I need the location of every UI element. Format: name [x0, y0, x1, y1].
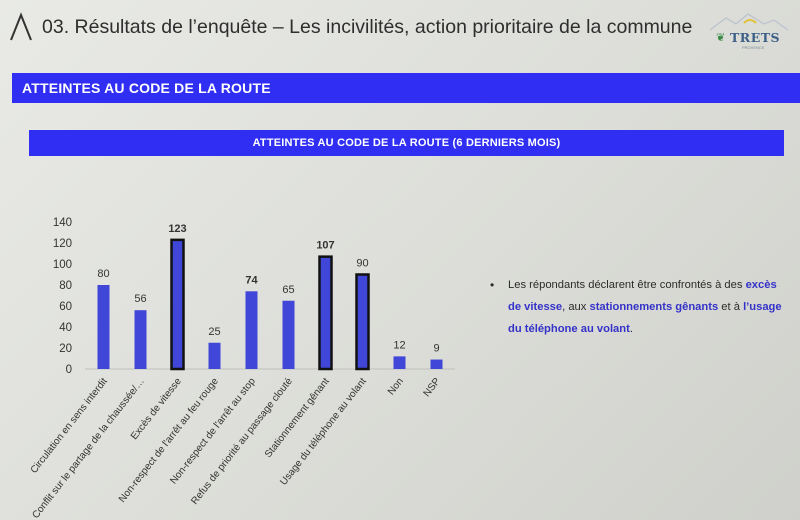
- bar: [170, 238, 185, 371]
- section-header: ATTEINTES AU CODE DE LA ROUTE: [12, 73, 800, 103]
- data-label: 123: [168, 223, 186, 235]
- section-title: ATTEINTES AU CODE DE LA ROUTE: [22, 80, 271, 96]
- highlight-text: stationnements gênants: [589, 301, 719, 313]
- data-label: 107: [316, 240, 334, 252]
- y-tick-label: 20: [59, 343, 72, 355]
- highlight-text: l’usage du téléphone au volant: [508, 301, 782, 335]
- bar: [430, 359, 443, 369]
- data-label: 90: [356, 258, 368, 270]
- bar: [245, 291, 258, 369]
- mountain-icon: [709, 13, 789, 31]
- data-label: 74: [245, 274, 258, 286]
- bar: [318, 255, 333, 371]
- bar: [208, 342, 221, 369]
- note-text-part: .: [629, 323, 633, 335]
- bar: [355, 273, 370, 371]
- summary-note: • Les répondants déclarent être confront…: [490, 274, 790, 340]
- y-tick-label: 60: [59, 301, 72, 313]
- y-tick-label: 80: [59, 280, 72, 292]
- y-tick-label: 40: [59, 322, 72, 334]
- logo-caret-icon: [10, 12, 32, 41]
- note-text-part: et à: [718, 301, 744, 313]
- y-tick-label: 100: [53, 259, 72, 271]
- chart-title-banner: ATTEINTES AU CODE DE LA ROUTE (6 DERNIER…: [29, 130, 784, 156]
- x-tick-label: Circulation en sens interdit: [29, 376, 110, 476]
- y-tick-label: 0: [66, 364, 72, 376]
- data-label: 65: [282, 284, 294, 296]
- brand-subtitle: PROVENCE: [742, 45, 765, 50]
- bullet: •: [490, 278, 495, 292]
- x-tick-label: Non: [386, 376, 406, 397]
- data-label: 80: [97, 268, 109, 280]
- summary-text: Les répondants déclarent être confrontés…: [508, 274, 790, 340]
- x-tick-label: Stationnement gênant: [263, 376, 332, 460]
- bar: [97, 285, 110, 369]
- data-label: 25: [208, 326, 220, 338]
- slide-title: 03. Résultats de l’enquête – Les incivil…: [42, 16, 693, 38]
- data-label: 12: [393, 339, 405, 351]
- bar: [134, 310, 147, 369]
- highlight-text: excès de vitesse: [508, 279, 777, 313]
- brand-name: TRETS: [730, 30, 781, 45]
- data-label: 56: [134, 293, 146, 305]
- x-tick-label: NSP: [422, 376, 444, 399]
- y-tick-label: 140: [53, 217, 72, 229]
- chart-title: ATTEINTES AU CODE DE LA ROUTE (6 DERNIER…: [252, 137, 561, 149]
- leaf-icon: ❦: [716, 32, 726, 44]
- brand-logo: ❦ TRETS PROVENCE: [708, 12, 790, 50]
- note-text-part: , aux: [562, 301, 590, 313]
- y-tick-label: 120: [53, 238, 72, 250]
- note-text-part: Les répondants déclarent être confrontés…: [508, 279, 746, 291]
- data-label: 9: [433, 343, 439, 355]
- bar: [393, 356, 406, 369]
- bar: [282, 300, 295, 369]
